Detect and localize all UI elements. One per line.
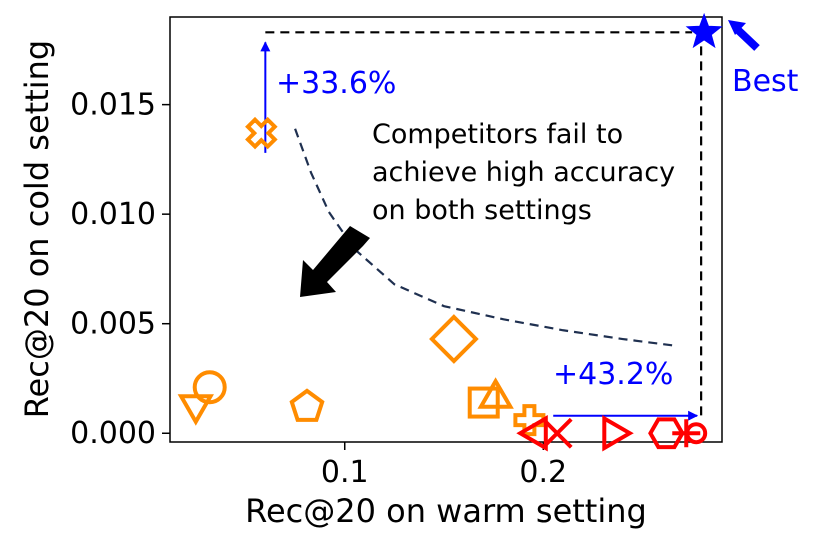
cold-gain-label: +33.6% bbox=[276, 66, 396, 101]
y-tick-label: 0.015 bbox=[70, 88, 156, 123]
best-label: Best bbox=[732, 64, 799, 99]
x-axis-title: Rec@20 on warm setting bbox=[245, 492, 647, 530]
data-point-star bbox=[685, 12, 723, 49]
best-arrow bbox=[728, 20, 760, 51]
data-point-hexagon bbox=[648, 417, 685, 450]
x-axis: 0.1 0.2 bbox=[321, 442, 567, 490]
guide-lines bbox=[260, 31, 703, 421]
data-points bbox=[177, 12, 723, 452]
big-black-arrow bbox=[300, 226, 370, 297]
data-point-plus-thick bbox=[513, 404, 546, 437]
data-point-circle bbox=[192, 370, 227, 405]
data-point-triangle-left bbox=[516, 415, 548, 452]
data-point-circle-small bbox=[685, 422, 708, 445]
competitors-line-1: Competitors fail to bbox=[372, 119, 623, 150]
frontier-curve bbox=[294, 128, 675, 347]
y-tick-label: 0.005 bbox=[70, 307, 156, 342]
y-tick-label: 0.010 bbox=[70, 197, 156, 232]
data-point-triangle-right bbox=[602, 415, 634, 452]
data-point-x bbox=[541, 417, 573, 449]
data-point-triangle-up bbox=[477, 377, 514, 409]
y-axis: 0.000 0.005 0.010 0.015 bbox=[70, 88, 170, 451]
competitors-line-3: on both settings bbox=[372, 195, 592, 226]
competitors-line-2: achieve high accuracy bbox=[372, 157, 675, 188]
data-point-square bbox=[467, 386, 500, 419]
x-tick-label: 0.2 bbox=[519, 455, 567, 490]
warm-gain-label: +43.2% bbox=[553, 357, 673, 392]
x-tick-label: 0.1 bbox=[321, 455, 369, 490]
y-axis-title: Rec@20 on cold setting bbox=[18, 40, 56, 418]
data-point-pentagon bbox=[289, 388, 325, 422]
plot-area bbox=[169, 16, 723, 443]
data-point-diamond bbox=[429, 314, 479, 364]
data-point-x-thick bbox=[245, 116, 278, 150]
y-tick-label: 0.000 bbox=[70, 416, 156, 451]
